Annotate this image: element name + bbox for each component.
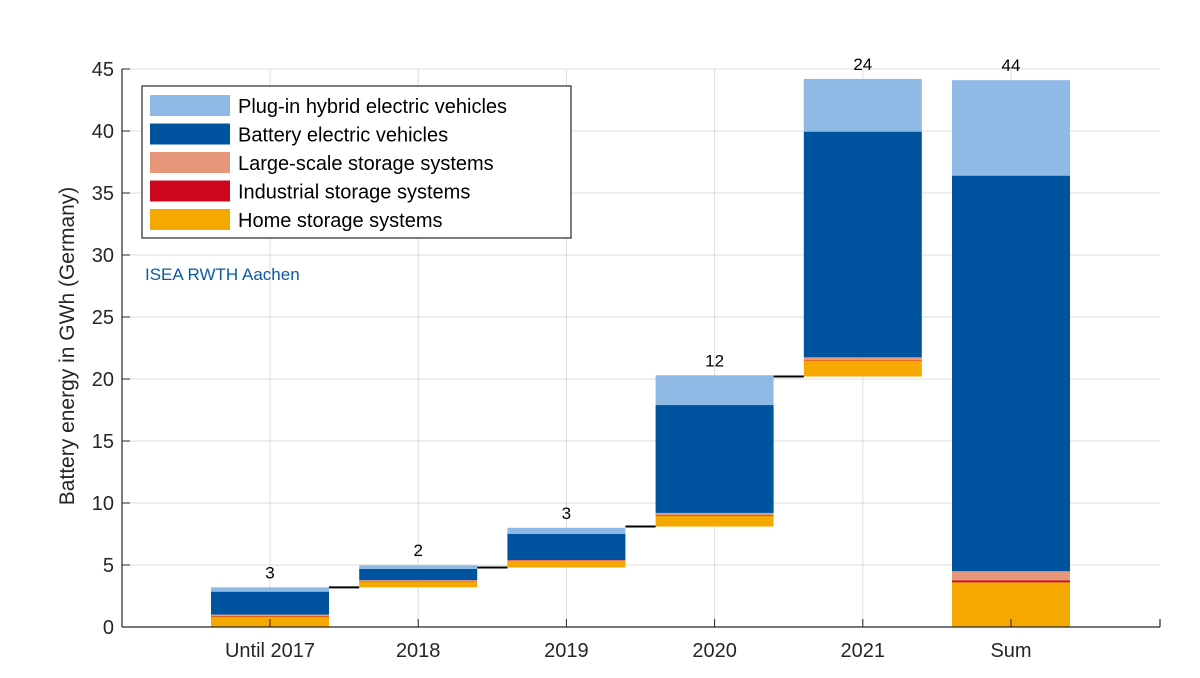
y-tick-label: 35 (92, 183, 114, 205)
legend-swatch (150, 180, 230, 202)
bar-segment (803, 360, 922, 377)
bar-segment (803, 359, 922, 361)
y-tick-label: 0 (103, 617, 114, 639)
legend-label: Battery electric vehicles (238, 125, 448, 147)
bar-segment (507, 560, 626, 561)
bar-total-label: 24 (853, 55, 872, 74)
bar-segment (952, 571, 1070, 581)
source-annotation: ISEA RWTH Aachen (145, 265, 300, 284)
labels: 3 2 3 12 24 44 (265, 55, 1020, 582)
bar-segment (211, 591, 329, 615)
bar-segment (952, 175, 1070, 572)
x-tick-label: 2021 (841, 640, 886, 662)
bar-total-label: 44 (1002, 56, 1021, 75)
legend: Plug-in hybrid electric vehicles Battery … (141, 85, 572, 239)
legend-swatch (150, 123, 230, 145)
bar-segment (359, 580, 478, 581)
y-tick-label: 40 (92, 121, 114, 143)
bar-segment (952, 580, 1070, 583)
y-tick-label: 5 (103, 555, 114, 577)
bar-segment (803, 357, 922, 360)
bar-segment (655, 375, 774, 406)
bar-segment (507, 560, 626, 568)
bar-segment (655, 515, 774, 517)
bar-segment (359, 565, 478, 569)
legend-swatch (150, 209, 230, 230)
axes: 0 5 10 15 20 25 30 35 40 45 Until 2017 2018 2019 2020… (92, 59, 1161, 662)
y-tick-label: 45 (92, 59, 114, 81)
bar-segment (359, 568, 478, 581)
y-axis-label: Battery energy in GWh (Germany) (56, 187, 79, 506)
bar-total-label: 3 (265, 563, 274, 582)
x-tick-label: Sum (990, 640, 1031, 662)
y-tick-label: 15 (92, 431, 114, 453)
y-tick-label: 25 (92, 307, 114, 329)
y-tick-label: 20 (92, 369, 114, 391)
bar-segment (211, 614, 329, 616)
bar-segment (507, 534, 626, 561)
bar-segment (359, 580, 478, 582)
bar-segment (211, 587, 329, 592)
legend-label: Industrial storage systems (238, 182, 470, 204)
x-tick-label: 2020 (692, 640, 737, 662)
y-tick-label: 30 (92, 245, 114, 267)
bar-segment (655, 516, 774, 527)
bar-segment (359, 581, 478, 588)
x-tick-label: 2018 (396, 640, 441, 662)
bar-segment (803, 131, 922, 358)
bars (211, 78, 1070, 627)
bar-segment (655, 512, 774, 516)
bar-segment (655, 405, 774, 513)
bar-total-label: 12 (705, 351, 724, 370)
connectors (329, 375, 804, 589)
legend-swatch (150, 152, 230, 173)
legend-swatch (150, 95, 230, 116)
y-tick-label: 10 (92, 493, 114, 515)
bar-segment (507, 527, 626, 534)
bar-segment (211, 615, 329, 617)
bar-segment (952, 80, 1070, 176)
bar-segment (803, 78, 922, 132)
x-tick-label: Until 2017 (225, 640, 315, 662)
bar-total-label: 2 (413, 541, 422, 560)
bar-total-label: 3 (562, 504, 571, 523)
x-tick-label: 2019 (544, 640, 589, 662)
legend-label: Large-scale storage systems (238, 153, 494, 175)
legend-label: Plug-in hybrid electric vehicles (238, 96, 507, 118)
legend-label: Home storage systems (238, 210, 443, 232)
